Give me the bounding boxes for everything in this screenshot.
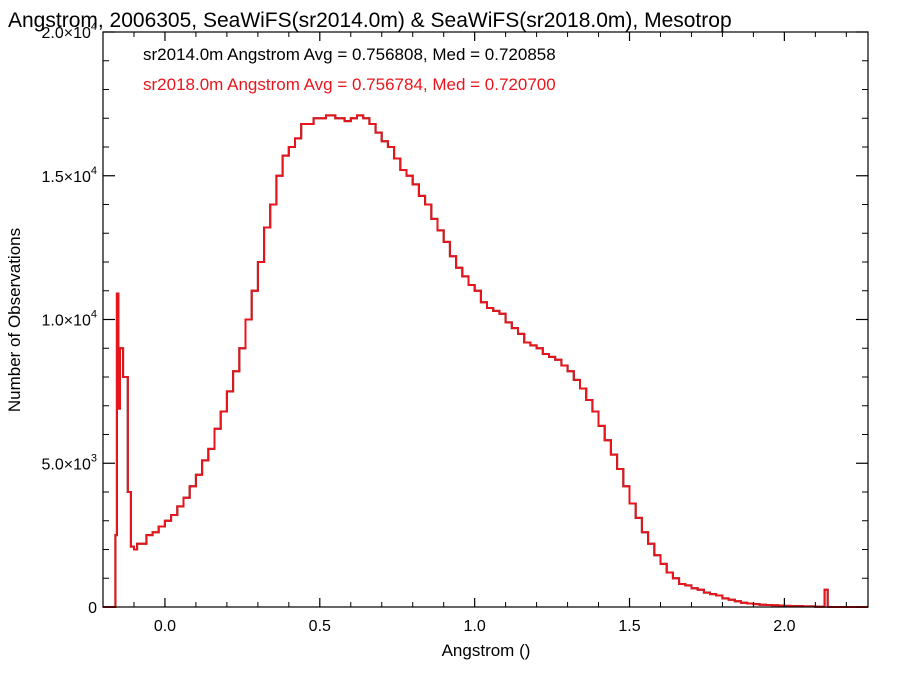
- x-axis: 0.0 0.5 1.0 1.5 2.0: [133, 32, 847, 635]
- x-axis-label: Angstrom (): [442, 641, 531, 660]
- y-tick-label: 1.5×104: [41, 165, 97, 186]
- y-axis-label: Number of Observations: [5, 228, 24, 412]
- series-line-1: [103, 114, 868, 608]
- annotation-sr2018: sr2018.0m Angstrom Avg = 0.756784, Med =…: [143, 75, 556, 94]
- x-tick-label: 1.0: [464, 618, 486, 635]
- y-axis: 0 5.0×103 1.0×104 1.5×104 2.0×104: [41, 21, 868, 617]
- annotation-sr2014: sr2014.0m Angstrom Avg = 0.756808, Med =…: [143, 45, 556, 64]
- x-tick-label: 1.5: [618, 618, 640, 635]
- x-tick-label: 0.5: [309, 618, 331, 635]
- series-layer: [103, 114, 868, 608]
- x-tick-label: 0.0: [154, 618, 176, 635]
- y-tick-label: 0: [88, 600, 97, 617]
- y-tick-label: 2.0×104: [41, 21, 97, 42]
- y-tick-label: 5.0×103: [41, 452, 97, 473]
- x-tick-label: 2.0: [773, 618, 795, 635]
- y-tick-label: 1.0×104: [41, 309, 97, 330]
- chart-title: Angstrom, 2006305, SeaWiFS(sr2014.0m) & …: [8, 9, 732, 32]
